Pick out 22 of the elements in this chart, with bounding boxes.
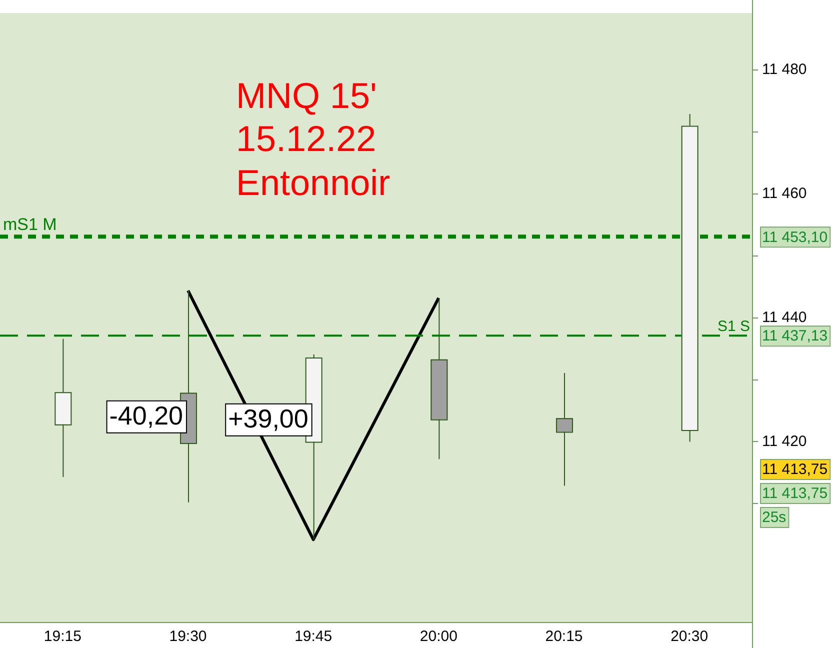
text: 11 413,75: [762, 461, 828, 478]
y-tick-label: 11 480: [762, 61, 807, 78]
text: 11 453,10: [762, 228, 828, 246]
y-tick-label: 11 440: [762, 308, 807, 326]
x-tick-label: 19:45: [294, 628, 332, 646]
x-tick-label: 19:15: [44, 628, 82, 646]
y-tick-label: 11 420: [762, 432, 807, 450]
x-tick-label: 20:15: [545, 628, 583, 646]
x-tick-label: 20:30: [670, 628, 708, 646]
text: 11 437,13: [762, 328, 828, 345]
annotation: +39,00: [228, 404, 308, 434]
y-tick-label: 11 460: [762, 185, 807, 202]
x-tick-label: 20:00: [420, 628, 458, 646]
text: 15.12.22: [236, 118, 376, 159]
x-tick-label: 19:30: [169, 628, 207, 646]
ref-line-label: mS1 M: [3, 214, 57, 234]
annotation: -40,20: [109, 400, 184, 430]
annotation: Entonnoir: [236, 162, 390, 203]
text: 25s: [762, 509, 786, 526]
ref-line-label: S1 S: [717, 318, 750, 336]
text: MNQ 15': [236, 75, 377, 116]
text: 11 413,75: [762, 485, 828, 502]
